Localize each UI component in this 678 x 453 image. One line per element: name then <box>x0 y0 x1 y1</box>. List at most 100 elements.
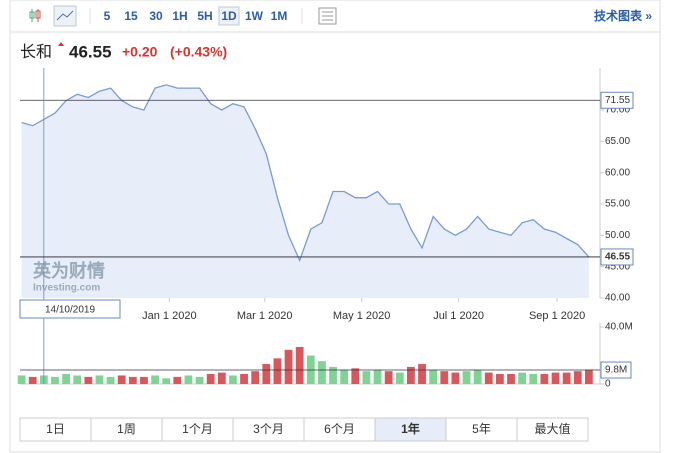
range-bar: 1日 1周 1个月 3个月 6个月 1年 5年 最大值 <box>19 417 589 442</box>
volume-bar <box>440 371 449 384</box>
volume-bar <box>128 376 137 384</box>
active-interval-box <box>218 6 240 26</box>
volume-bar <box>573 371 582 384</box>
watermark-cn: 英为财情 <box>32 260 105 281</box>
volume-bar <box>462 371 471 384</box>
last-price-box <box>600 248 634 266</box>
volume-bar <box>540 374 549 384</box>
interval[interactable]: 30 <box>149 9 163 23</box>
range-label[interactable]: 1个月 <box>182 422 213 436</box>
volume-bar <box>206 374 215 384</box>
x-tick-label: Sep 1 2020 <box>529 310 585 322</box>
interval[interactable]: 5 <box>104 9 111 23</box>
interval[interactable]: 15 <box>124 9 138 23</box>
y-tick-label: 55.00 <box>605 199 630 210</box>
volume-bar <box>318 361 326 384</box>
range-button[interactable] <box>516 417 589 442</box>
y-tick-label: 50.00 <box>605 230 630 241</box>
x-tick-label: Jul 1 2020 <box>433 310 484 322</box>
volume-bar <box>351 368 360 384</box>
price: 46.55 <box>69 42 112 61</box>
range-label[interactable]: 5年 <box>472 422 491 436</box>
volume-bar <box>407 366 415 384</box>
volume-bar <box>551 372 560 384</box>
crosshair-price-label: 71.55 <box>605 95 630 106</box>
y-tick-label: 70.00 <box>605 105 630 116</box>
volume-bar <box>295 346 304 384</box>
crosshair-volume-box <box>600 361 632 379</box>
volume-bar <box>62 374 70 384</box>
range-label[interactable]: 最大值 <box>534 421 570 436</box>
y-tick-label: 0 <box>605 379 611 390</box>
x-tick-label: May 1 2020 <box>333 310 390 322</box>
volume-bar <box>95 375 104 384</box>
range-label[interactable]: 6个月 <box>324 422 355 436</box>
volume-bar <box>117 375 126 384</box>
volume-bar <box>384 371 393 384</box>
volume-bar <box>429 369 438 384</box>
range-label[interactable]: 1年 <box>401 421 420 436</box>
volume-bar <box>373 369 382 384</box>
volume-bar <box>28 376 37 384</box>
y-tick-label: 40.00 <box>605 293 630 304</box>
change-percent: (+0.43%) <box>170 44 227 60</box>
y-tick-label: 40.0M <box>605 322 633 333</box>
volume-bar <box>217 372 226 384</box>
volume-bar <box>329 366 337 384</box>
volume-bar <box>284 349 293 384</box>
interval[interactable]: 1W <box>245 9 264 23</box>
volume-bar <box>484 372 493 384</box>
last-price-label: 46.55 <box>605 252 630 263</box>
volume-bar <box>584 369 593 384</box>
volume-bar <box>395 372 404 384</box>
volume-bar <box>529 374 538 384</box>
volume-bar <box>84 376 93 384</box>
range-label[interactable]: 3个月 <box>253 422 284 436</box>
volume-bar <box>151 375 159 384</box>
y-tick-label: 65.00 <box>605 136 630 147</box>
crosshair-price-box <box>600 91 634 109</box>
range-label[interactable]: 1周 <box>117 422 136 436</box>
volume-bar <box>495 374 504 384</box>
volume-bar <box>140 376 148 384</box>
interval[interactable]: 1D <box>221 9 237 23</box>
settings-icon[interactable] <box>318 7 337 25</box>
x-tick-label: Mar 1 2020 <box>237 310 293 322</box>
volume-bar <box>262 364 271 384</box>
interval[interactable]: 5H <box>197 9 212 23</box>
volume-bar <box>240 374 248 384</box>
tech-chart-link[interactable]: 技术图表 » <box>594 8 652 23</box>
volume-bar <box>507 374 515 384</box>
volume-bar <box>51 376 59 384</box>
volume-bar <box>340 369 349 384</box>
volume-bar <box>473 369 482 384</box>
volume-bar <box>418 364 426 384</box>
volume-bar <box>73 375 82 384</box>
volume-bar <box>451 372 460 384</box>
x-tick-label: Jan 1 2020 <box>142 310 196 322</box>
crosshair-volume-label: 9.8M <box>605 365 627 376</box>
candle-icon[interactable] <box>29 9 41 22</box>
volume-bar <box>251 371 260 384</box>
overlay: 71.55 46.55 14/10/2019 9.8M <box>19 68 634 384</box>
volume-bar <box>173 376 182 384</box>
price-area <box>21 84 589 299</box>
volume-bar <box>562 372 571 384</box>
crosshair-date-box <box>19 299 121 319</box>
line-icon[interactable] <box>53 5 77 27</box>
range-label[interactable]: 1日 <box>46 422 65 436</box>
stock-name: 长和 <box>20 43 52 61</box>
change: +0.20 <box>122 44 158 60</box>
volume-bar <box>17 375 26 384</box>
volume-bar <box>362 371 371 384</box>
interval[interactable]: 1H <box>172 9 187 23</box>
watermark-en: Investing.com <box>33 283 100 294</box>
up-arrow <box>58 42 64 46</box>
volume-bar <box>229 375 237 384</box>
price-line <box>21 84 590 263</box>
y-tick-label: 60.00 <box>605 167 630 178</box>
interval[interactable]: 1M <box>271 9 288 23</box>
volume-bar <box>184 375 193 384</box>
volume-bar <box>273 358 282 384</box>
